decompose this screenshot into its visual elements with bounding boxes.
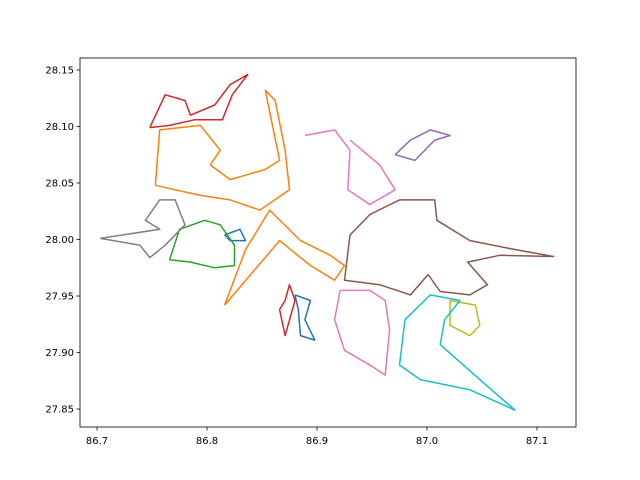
- series-line: [154, 89, 346, 306]
- x-tick-label: 86.8: [196, 436, 218, 447]
- series-line: [168, 219, 236, 269]
- x-tick-label: 86.7: [86, 436, 108, 447]
- y-tick-label: 28.10: [45, 122, 74, 133]
- y-tick-label: 28.05: [45, 178, 74, 189]
- x-tick-label: 87.0: [416, 436, 438, 447]
- y-tick-label: 27.95: [45, 292, 74, 303]
- series-line: [449, 299, 481, 337]
- x-tick-label: 87.1: [526, 436, 548, 447]
- series-line: [100, 199, 186, 259]
- x-tick-label: 86.9: [306, 436, 328, 447]
- y-tick-label: 27.90: [45, 348, 74, 359]
- plot-frame: [79, 57, 577, 428]
- series-line: [304, 129, 396, 376]
- y-tick-label: 27.85: [45, 405, 74, 416]
- series-line: [343, 199, 555, 296]
- y-tick-label: 28.00: [45, 235, 74, 246]
- y-tick-label: 28.15: [45, 65, 74, 76]
- series-line: [394, 129, 451, 162]
- series-line: [224, 228, 316, 341]
- series-line: [398, 294, 516, 411]
- series-line: [149, 73, 296, 337]
